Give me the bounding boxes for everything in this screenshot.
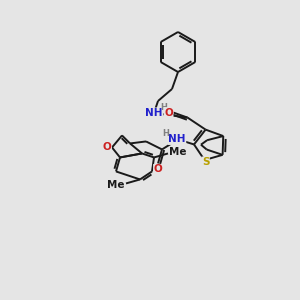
Text: NH: NH (168, 134, 186, 144)
Text: O: O (103, 142, 111, 152)
Text: Me: Me (106, 180, 124, 190)
Text: H: H (163, 129, 170, 138)
Text: O: O (154, 164, 162, 174)
Text: S: S (202, 157, 209, 167)
Text: H: H (160, 103, 167, 112)
Text: O: O (164, 108, 173, 118)
Text: Me: Me (169, 147, 187, 158)
Text: NH: NH (145, 108, 163, 118)
